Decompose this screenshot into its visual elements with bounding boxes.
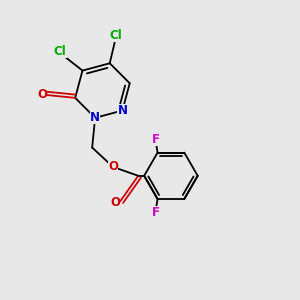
Text: F: F [152, 133, 160, 146]
Text: N: N [90, 111, 100, 124]
Text: O: O [108, 160, 118, 173]
Text: Cl: Cl [109, 28, 122, 41]
Text: O: O [37, 88, 47, 101]
Text: O: O [110, 196, 120, 209]
Text: Cl: Cl [54, 45, 67, 58]
Text: N: N [117, 104, 128, 117]
Text: F: F [152, 206, 160, 218]
